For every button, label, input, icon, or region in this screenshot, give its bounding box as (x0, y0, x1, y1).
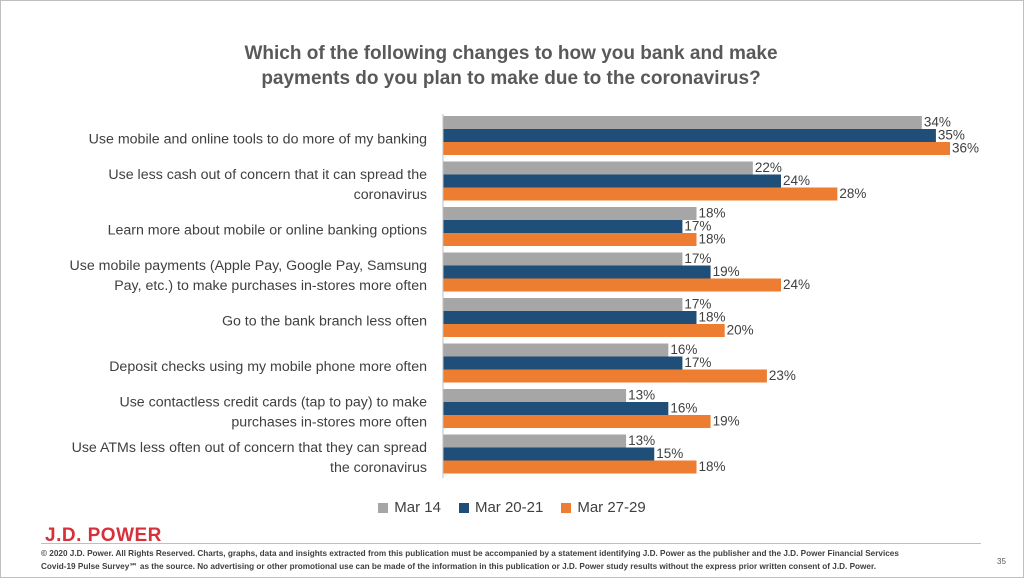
data-label: 15% (656, 446, 683, 461)
category-label: Learn more about mobile or online bankin… (108, 222, 427, 238)
data-label: 17% (684, 297, 711, 312)
footer-divider (41, 543, 981, 544)
data-label: 13% (628, 433, 655, 448)
category-label: Deposit checks using my mobile phone mor… (109, 359, 427, 375)
page-number: 35 (997, 557, 1006, 566)
bar (443, 402, 669, 415)
legend-swatch (378, 502, 389, 513)
bar (443, 389, 627, 402)
legend-label: Mar 14 (394, 499, 441, 516)
category-label: Use mobile and online tools to do more o… (89, 131, 427, 147)
legend-item: Mar 20-21 (458, 499, 544, 516)
bar (443, 324, 725, 337)
bar (443, 298, 683, 311)
category-label: Use ATMs less often out of concern that … (72, 440, 427, 476)
copyright-footer: © 2020 J.D. Power. All Rights Reserved. … (41, 549, 899, 571)
data-label: 16% (670, 342, 697, 357)
bar-chart: Use mobile and online tools to do more o… (70, 114, 979, 478)
category-label: Use mobile payments (Apple Pay, Google P… (70, 258, 428, 294)
bar (443, 116, 922, 129)
bar (443, 142, 950, 155)
bar (443, 278, 781, 292)
data-label: 24% (783, 173, 810, 188)
bar (443, 369, 767, 383)
data-label: 16% (670, 401, 697, 416)
bar (443, 343, 669, 357)
bar (443, 434, 627, 448)
category-label: Go to the bank branch less often (222, 313, 427, 329)
data-label: 17% (684, 355, 711, 370)
bar (443, 415, 711, 428)
data-label: 28% (839, 186, 866, 201)
bar (443, 161, 753, 175)
data-label: 34% (924, 115, 951, 130)
legend-label: Mar 27-29 (577, 499, 646, 516)
bar (443, 129, 936, 142)
bar (443, 460, 697, 474)
legend-swatch (458, 502, 469, 513)
data-label: 18% (699, 310, 726, 325)
bar (443, 356, 683, 370)
bar (443, 233, 697, 246)
bar (443, 252, 683, 266)
category-label: Use contactless credit cards (tap to pay… (119, 394, 427, 430)
data-label: 18% (699, 459, 726, 474)
data-label: 17% (684, 219, 711, 234)
bar (443, 265, 711, 279)
data-label: 19% (713, 414, 740, 429)
bar (443, 207, 697, 220)
category-label: Use less cash out of concern that it can… (108, 167, 427, 203)
data-label: 18% (699, 206, 726, 221)
data-label: 35% (938, 128, 965, 143)
data-label: 17% (684, 251, 711, 266)
data-label: 19% (713, 264, 740, 279)
data-label: 36% (952, 141, 979, 156)
bar (443, 447, 655, 461)
legend-item: Mar 14 (378, 499, 441, 516)
data-label: 24% (783, 277, 810, 292)
data-label: 23% (769, 368, 796, 383)
data-label: 22% (755, 160, 782, 175)
chart-legend: Mar 14 Mar 20-21 Mar 27-29 (1, 499, 1023, 516)
legend-swatch (561, 502, 572, 513)
bar (443, 311, 697, 324)
bar (443, 220, 683, 233)
jd-power-logo: J.D. POWER (45, 525, 162, 546)
legend-item: Mar 27-29 (561, 499, 646, 516)
chart-title: Which of the following changes to how yo… (244, 43, 778, 89)
bar (443, 174, 781, 188)
bar (443, 187, 838, 201)
legend-label: Mar 20-21 (474, 499, 544, 516)
data-label: 20% (727, 323, 754, 338)
data-label: 18% (699, 232, 726, 247)
data-label: 13% (628, 388, 655, 403)
